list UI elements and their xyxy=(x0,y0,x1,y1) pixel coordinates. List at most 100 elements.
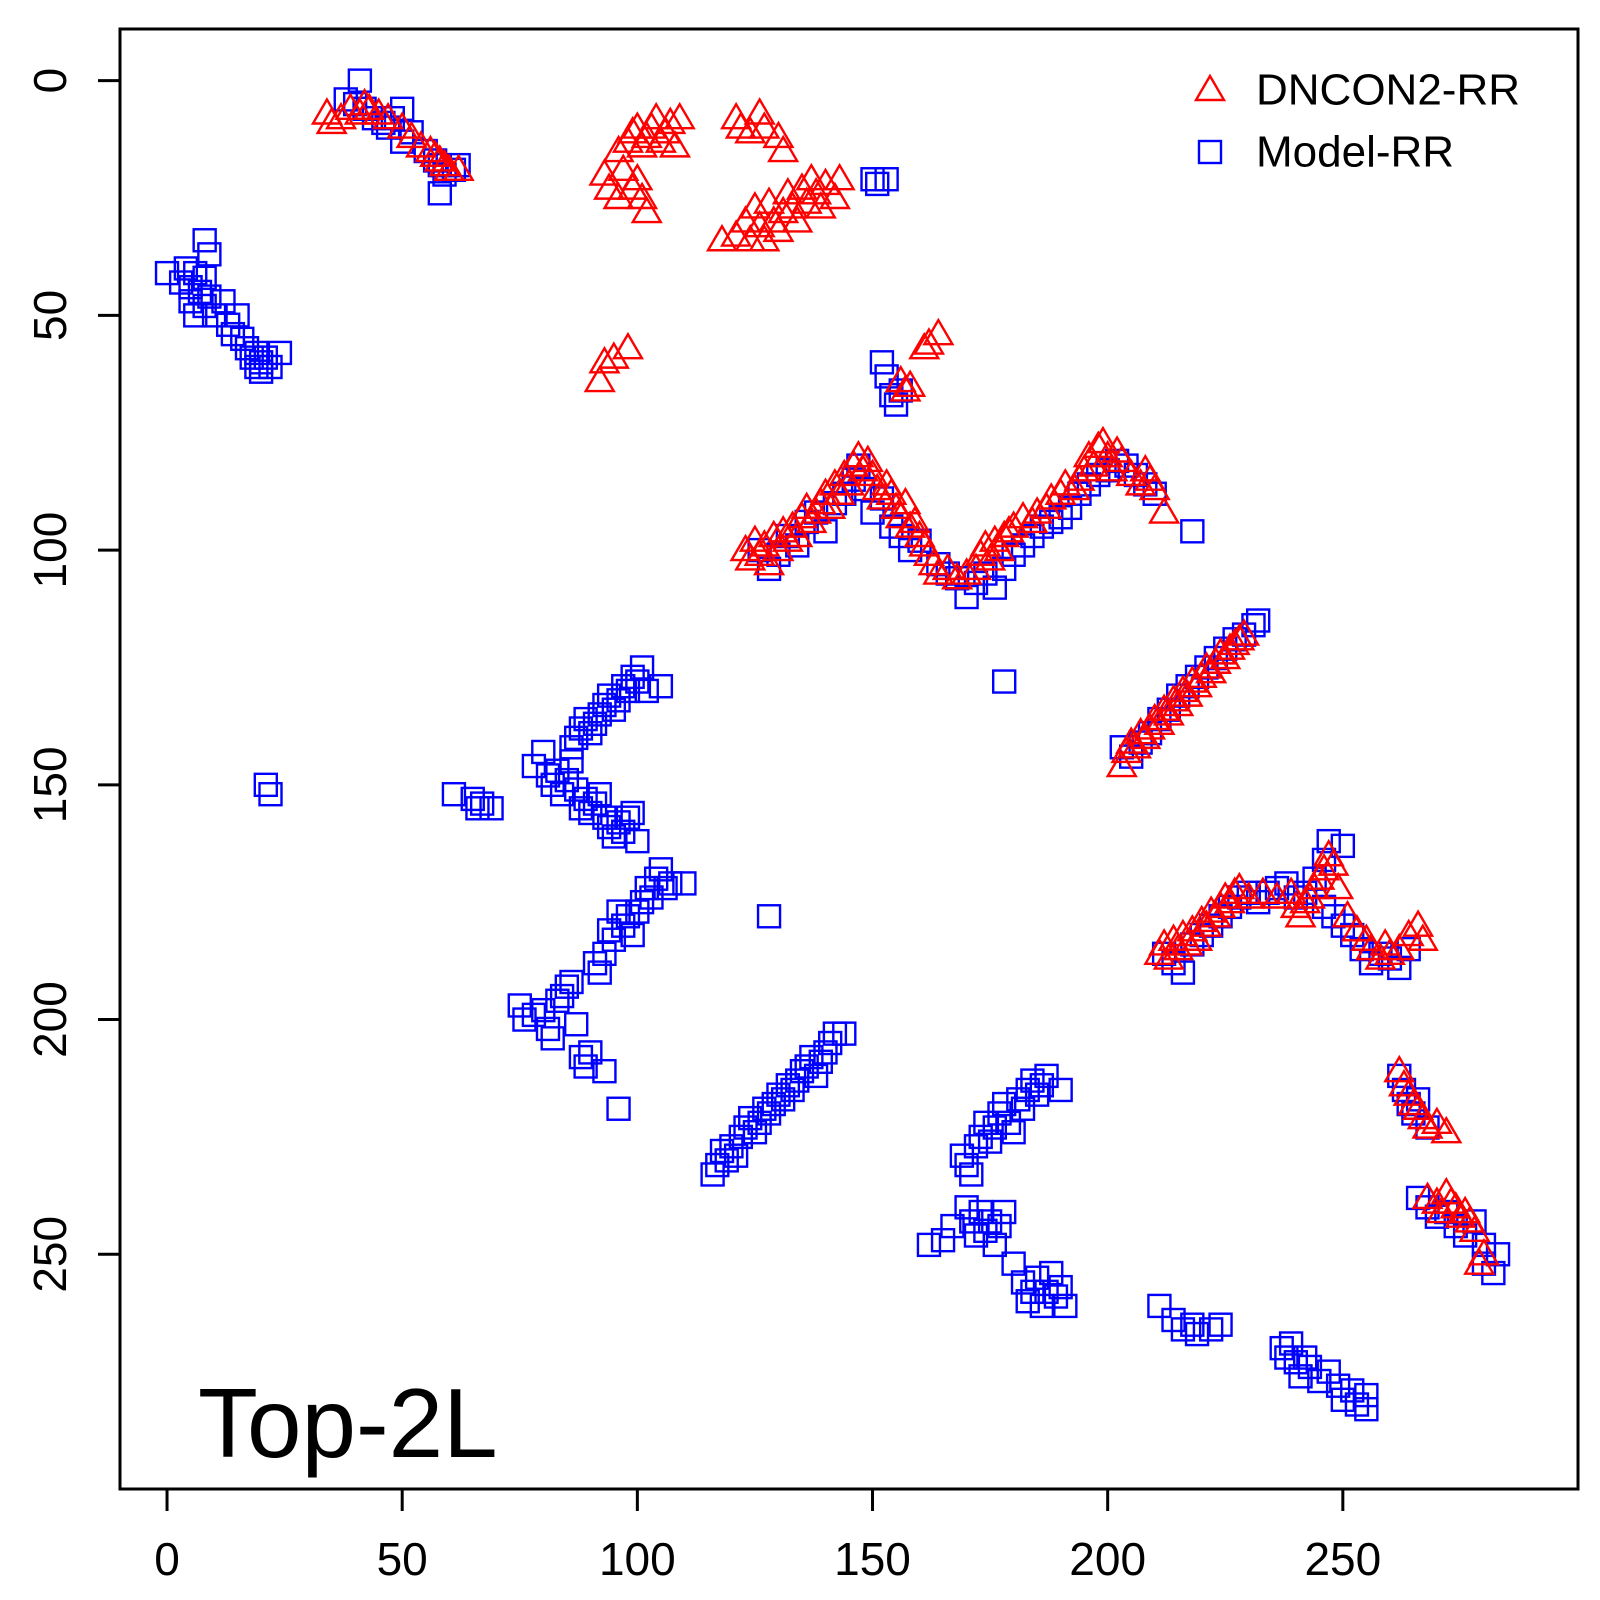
y-tick-label: 100 xyxy=(24,512,76,589)
triangle-point xyxy=(922,557,955,585)
triangle-point xyxy=(809,167,842,196)
square-point xyxy=(1288,1364,1313,1389)
square-point xyxy=(244,340,269,366)
square-point xyxy=(643,866,669,891)
triangle-point xyxy=(992,514,1025,543)
square-point xyxy=(192,228,217,253)
triangle-point xyxy=(781,205,814,233)
square-point xyxy=(606,688,631,713)
triangle-point xyxy=(1077,449,1110,477)
triangle-point xyxy=(1218,627,1251,656)
y-tick-label: 0 xyxy=(24,68,76,94)
square-point xyxy=(545,988,570,1013)
square-point xyxy=(564,725,589,751)
triangle-point xyxy=(781,519,814,548)
square-point xyxy=(1076,472,1102,497)
triangle-point xyxy=(1105,749,1138,778)
square-point xyxy=(187,279,213,305)
series-square-points xyxy=(154,68,1511,1422)
square-point xyxy=(192,265,217,291)
square-point xyxy=(197,242,222,267)
triangle-point xyxy=(983,533,1016,562)
square-point xyxy=(992,1199,1017,1225)
triangle-point xyxy=(602,134,635,163)
triangle-point xyxy=(1157,683,1190,712)
square-point xyxy=(1015,1077,1040,1103)
square-point xyxy=(954,1195,979,1220)
square-point xyxy=(625,828,650,854)
triangle-point xyxy=(654,106,687,135)
triangle-point xyxy=(1185,904,1218,933)
legend-triangle-marker xyxy=(1193,73,1227,102)
square-point xyxy=(211,289,236,314)
square-point xyxy=(469,791,495,816)
square-point xyxy=(267,340,293,366)
square-point xyxy=(582,791,608,816)
square-point xyxy=(1307,1368,1332,1394)
triangle-point xyxy=(1180,923,1214,951)
square-point xyxy=(601,824,627,849)
square-point xyxy=(1344,1392,1370,1417)
square-point xyxy=(648,857,674,882)
square-point xyxy=(549,983,575,1009)
square-point xyxy=(634,875,659,901)
square-point xyxy=(230,326,255,352)
square-point xyxy=(225,303,250,328)
square-point xyxy=(766,1082,791,1107)
square-point xyxy=(959,1162,984,1187)
triangle-point xyxy=(771,524,804,552)
square-point xyxy=(1198,1317,1224,1342)
square-point xyxy=(930,1227,956,1253)
square-point xyxy=(592,805,617,830)
square-point xyxy=(615,904,641,929)
triangle-point xyxy=(1232,881,1265,909)
triangle-point xyxy=(597,341,630,369)
y-tick-label: 50 xyxy=(24,290,76,341)
triangle-point xyxy=(988,519,1021,548)
square-point xyxy=(578,1040,603,1065)
square-point xyxy=(629,889,655,915)
square-point xyxy=(869,350,895,375)
triangle-point xyxy=(1213,632,1247,660)
square-point xyxy=(1316,1359,1341,1384)
triangle-point xyxy=(1152,698,1185,726)
triangle-point xyxy=(1148,693,1181,721)
square-point xyxy=(606,899,631,924)
square-point xyxy=(629,655,655,680)
square-point xyxy=(968,1199,993,1225)
square-point xyxy=(973,1110,998,1136)
square-point xyxy=(183,260,208,286)
square-point xyxy=(620,922,645,948)
square-point xyxy=(535,763,561,788)
triangle-point xyxy=(1425,1195,1458,1224)
square-point xyxy=(977,1209,1003,1234)
triangle-point xyxy=(611,331,645,360)
square-point xyxy=(258,354,283,380)
triangle-point xyxy=(583,364,616,393)
square-point xyxy=(596,918,622,943)
square-point xyxy=(963,1134,989,1159)
triangle-point xyxy=(1411,1181,1444,1210)
square-point xyxy=(1020,1068,1045,1093)
triangle-point xyxy=(1406,923,1439,951)
square-point xyxy=(719,1134,744,1159)
square-point xyxy=(963,1223,989,1248)
triangle-point xyxy=(1383,932,1416,961)
square-point xyxy=(1001,1251,1026,1276)
triangle-point xyxy=(912,327,946,355)
square-point xyxy=(916,1232,942,1258)
square-point xyxy=(775,1073,801,1098)
triangle-point xyxy=(738,191,772,219)
triangle-point xyxy=(748,529,781,557)
square-point xyxy=(747,1110,772,1136)
triangle-point xyxy=(1204,636,1237,665)
triangle-point xyxy=(404,129,438,158)
square-point xyxy=(799,1044,824,1070)
triangle-point xyxy=(1218,876,1251,904)
square-point xyxy=(1283,1350,1309,1375)
square-point xyxy=(178,274,203,300)
triangle-point xyxy=(1411,1111,1444,1139)
square-point xyxy=(658,871,683,896)
triangle-point xyxy=(428,148,461,177)
square-point xyxy=(803,1063,829,1089)
